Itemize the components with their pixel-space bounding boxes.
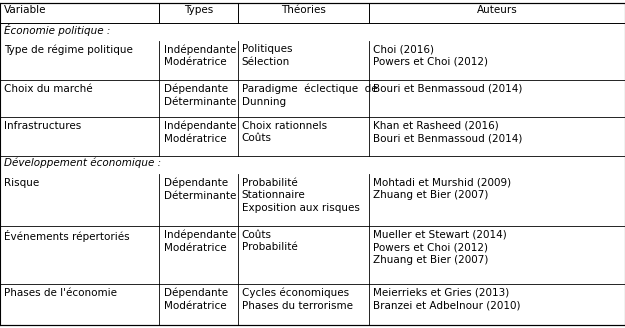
- Text: Cycles économiques
Phases du terrorisme: Cycles économiques Phases du terrorisme: [242, 288, 353, 311]
- Text: Dépendante
Déterminante: Dépendante Déterminante: [164, 178, 236, 201]
- Text: Développement économique :: Développement économique :: [4, 157, 161, 168]
- Text: Meierrieks et Gries (2013)
Branzei et Adbelnour (2010): Meierrieks et Gries (2013) Branzei et Ad…: [373, 288, 521, 310]
- Text: Mueller et Stewart (2014)
Powers et Choi (2012)
Zhuang et Bier (2007): Mueller et Stewart (2014) Powers et Choi…: [373, 230, 507, 265]
- Text: Dépendante
Déterminante: Dépendante Déterminante: [164, 84, 236, 107]
- Text: Indépendante
Modératrice: Indépendante Modératrice: [164, 121, 236, 144]
- Text: Infrastructures: Infrastructures: [4, 121, 82, 131]
- Text: Coûts
Probabilité: Coûts Probabilité: [242, 230, 298, 252]
- Text: Mohtadi et Murshid (2009)
Zhuang et Bier (2007): Mohtadi et Murshid (2009) Zhuang et Bier…: [373, 178, 511, 200]
- Text: Théories: Théories: [281, 5, 326, 15]
- Text: Politiques
Sélection: Politiques Sélection: [242, 45, 292, 67]
- Text: Indépendante
Modératrice: Indépendante Modératrice: [164, 45, 236, 67]
- Text: Types: Types: [184, 5, 213, 15]
- Text: Économie politique :: Économie politique :: [4, 24, 111, 36]
- Text: Dépendante
Modératrice: Dépendante Modératrice: [164, 288, 228, 311]
- Text: Choix rationnels
Coûts: Choix rationnels Coûts: [242, 121, 327, 143]
- Text: Choi (2016)
Powers et Choi (2012): Choi (2016) Powers et Choi (2012): [373, 45, 488, 67]
- Text: Paradigme  éclectique  de
Dunning: Paradigme éclectique de Dunning: [242, 84, 378, 107]
- Text: Auteurs: Auteurs: [476, 5, 518, 15]
- Text: Bouri et Benmassoud (2014): Bouri et Benmassoud (2014): [373, 84, 522, 93]
- Text: Type de régime politique: Type de régime politique: [4, 45, 133, 55]
- Text: Variable: Variable: [4, 5, 47, 15]
- Text: Probabilité
Stationnaire
Exposition aux risques: Probabilité Stationnaire Exposition aux …: [242, 178, 360, 213]
- Text: Événements répertoriés: Événements répertoriés: [4, 230, 130, 242]
- Text: Phases de l'économie: Phases de l'économie: [4, 288, 118, 298]
- Text: Indépendante
Modératrice: Indépendante Modératrice: [164, 230, 236, 253]
- Text: Risque: Risque: [4, 178, 39, 188]
- Text: Choix du marché: Choix du marché: [4, 84, 93, 93]
- Text: Khan et Rasheed (2016)
Bouri et Benmassoud (2014): Khan et Rasheed (2016) Bouri et Benmasso…: [373, 121, 522, 143]
